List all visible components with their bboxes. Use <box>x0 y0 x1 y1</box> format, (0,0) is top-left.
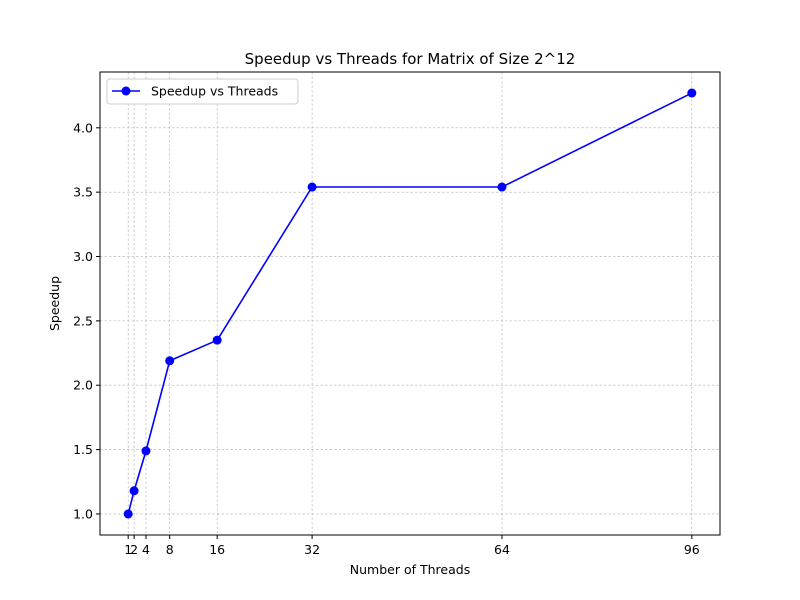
data-point <box>687 88 697 98</box>
x-tick-label: 4 <box>142 542 150 557</box>
y-axis-label: Speedup <box>47 276 62 331</box>
y-tick-label: 1.5 <box>73 442 93 457</box>
y-tick-label: 2.0 <box>73 378 93 393</box>
data-point <box>165 356 175 366</box>
legend-marker <box>121 86 131 96</box>
x-axis-ticks: 12 4 8 16 32 64 96 <box>124 535 700 557</box>
plot-frame <box>99 71 721 536</box>
x-tick-label: 16 <box>209 542 225 557</box>
data-point <box>141 446 151 456</box>
data-point <box>123 509 133 519</box>
y-tick-label: 2.5 <box>73 313 93 328</box>
legend-label: Speedup vs Threads <box>151 84 278 99</box>
data-point <box>129 486 139 496</box>
legend: Speedup vs Threads <box>106 78 299 105</box>
chart-title: Speedup vs Threads for Matrix of Size 2^… <box>245 50 576 68</box>
grid <box>100 72 720 535</box>
data-point <box>212 335 222 345</box>
x-tick-label: 64 <box>494 542 510 557</box>
legend-box <box>106 78 299 105</box>
x-tick-label: 32 <box>304 542 320 557</box>
data-point <box>497 182 507 192</box>
data-point <box>307 182 317 192</box>
y-tick-label: 1.0 <box>73 506 93 521</box>
x-tick-label: 1 <box>124 542 132 557</box>
series-layer <box>123 88 697 519</box>
x-axis-label: Number of Threads <box>350 562 470 577</box>
y-tick-label: 3.5 <box>73 185 93 200</box>
y-axis-ticks: 1.0 1.5 2.0 2.5 3.0 3.5 4.0 <box>73 120 100 521</box>
x-tick-label: 8 <box>166 542 174 557</box>
y-tick-label: 4.0 <box>73 120 93 135</box>
series-line <box>127 92 693 515</box>
y-tick-label: 3.0 <box>73 249 93 264</box>
x-tick-label: 96 <box>684 542 700 557</box>
x-tick-label: 2 <box>130 542 138 557</box>
